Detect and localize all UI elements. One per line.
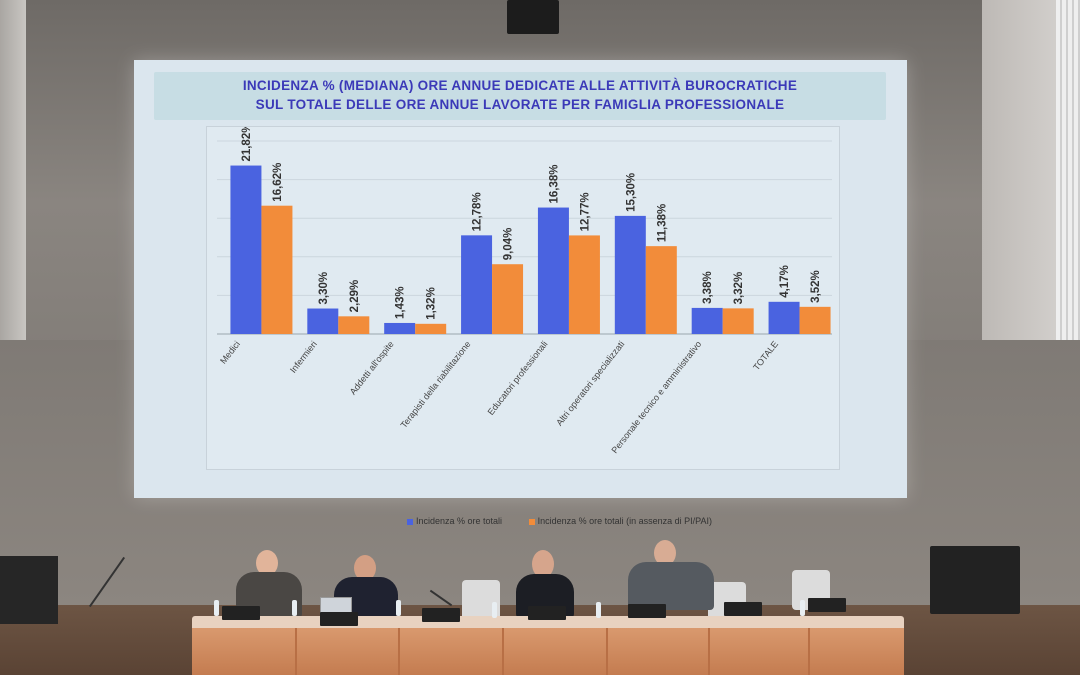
table-seam: [708, 628, 710, 675]
chart-area: 21,82% 16,62% Medici 3,30% 2,29% Infermieri 1,…: [206, 126, 840, 526]
data-label: 9,04%: [503, 228, 515, 261]
data-label: 1,32%: [426, 287, 438, 320]
slide-title-line-2: SUL TOTALE DELLE ORE ANNUE LAVORATE PER …: [255, 97, 785, 112]
bar-series-2: [261, 205, 293, 334]
legend-label-series-1: Incidenza % ore totali: [416, 516, 503, 526]
data-label: 3,32%: [733, 272, 745, 305]
panelist-head: [532, 550, 554, 578]
data-label: 12,78%: [472, 192, 484, 231]
water-bottle: [800, 600, 805, 616]
data-label: 15,30%: [625, 173, 637, 212]
table-seam: [606, 628, 608, 675]
speaker-box-right: [930, 546, 1020, 614]
data-label: 1,43%: [395, 286, 407, 319]
legend-swatch-series-2: [528, 518, 535, 525]
bar-series-2: [799, 306, 831, 334]
bar-series-1: [307, 308, 339, 334]
speaker-box-left: [0, 556, 58, 624]
data-label: 16,38%: [548, 165, 560, 204]
bar-series-2: [492, 264, 524, 334]
water-bottle: [292, 600, 297, 616]
bar-series-1: [461, 235, 493, 334]
bar-series-1: [614, 215, 646, 334]
legend-label-series-2: Incidenza % ore totali (in assenza di PI…: [537, 516, 712, 526]
category-label: Infermieri: [288, 339, 319, 375]
bar-series-1: [768, 301, 800, 334]
window-blinds: [1056, 0, 1080, 340]
panel-table-front: [192, 628, 904, 675]
bar-series-2: [722, 308, 754, 334]
projector: [507, 0, 559, 34]
nameplate: [222, 606, 260, 620]
bar-series-1: [691, 307, 723, 334]
category-label: Personale tecnico e amministrativo: [609, 339, 703, 455]
bar-chart: 21,82% 16,62% Medici 3,30% 2,29% Infermieri 1,…: [217, 127, 832, 455]
water-bottle: [396, 600, 401, 616]
category-label: Medici: [218, 339, 242, 366]
water-bottle: [214, 600, 219, 616]
nameplate: [808, 598, 846, 612]
nameplate: [628, 604, 666, 618]
data-label: 3,52%: [810, 270, 822, 303]
panel-table-top: [192, 616, 904, 630]
data-label: 12,77%: [579, 192, 591, 231]
panelist-head: [256, 550, 278, 576]
panelist-head: [654, 540, 676, 566]
table-seam: [398, 628, 400, 675]
bar-series-2: [568, 235, 600, 334]
table-seam: [808, 628, 810, 675]
data-label: 16,62%: [272, 163, 284, 202]
slide-title-line-1: INCIDENZA % (MEDIANA) ORE ANNUE DEDICATE…: [242, 78, 798, 93]
data-label: 11,38%: [656, 204, 668, 242]
bar-series-2: [415, 323, 447, 334]
wall-pillar-left: [0, 0, 26, 340]
table-seam: [295, 628, 297, 675]
nameplate: [528, 606, 566, 620]
water-bottle: [492, 602, 497, 618]
nameplate: [724, 602, 762, 616]
bar-series-1: [384, 322, 416, 334]
legend-swatch-series-1: [407, 518, 413, 525]
nameplate: [320, 612, 358, 626]
category-label: TOTALE: [751, 339, 780, 372]
category-label: Addetti all'ospite: [348, 339, 396, 397]
data-label: 2,29%: [349, 280, 361, 313]
legend-item-series-2: Incidenza % ore totali (in assenza di PI…: [528, 516, 712, 526]
data-label: 4,17%: [779, 265, 791, 298]
bar-series-2: [338, 316, 370, 334]
category-label: Terapisti della riabilitazione: [399, 339, 473, 430]
projection-screen: INCIDENZA % (MEDIANA) ORE ANNUE DEDICATE…: [134, 60, 907, 526]
bar-series-2: [645, 246, 677, 334]
data-label: 21,82%: [241, 127, 253, 162]
category-label: Educatori professionali: [486, 339, 550, 417]
bar-series-1: [537, 207, 569, 334]
panelist-head: [354, 555, 376, 581]
category-label: Altri operatori specializzati: [554, 339, 626, 428]
data-label: 3,30%: [318, 272, 330, 305]
chart-legend: Incidenza % ore totali Incidenza % ore t…: [407, 516, 736, 526]
slide-title-band: INCIDENZA % (MEDIANA) ORE ANNUE DEDICATE…: [154, 72, 886, 120]
legend-item-series-1: Incidenza % ore totali: [407, 516, 505, 526]
data-label: 3,38%: [702, 271, 714, 304]
nameplate: [422, 608, 460, 622]
water-bottle: [596, 602, 601, 618]
table-seam: [502, 628, 504, 675]
panelist-body: [628, 562, 714, 610]
bar-series-1: [230, 165, 262, 334]
